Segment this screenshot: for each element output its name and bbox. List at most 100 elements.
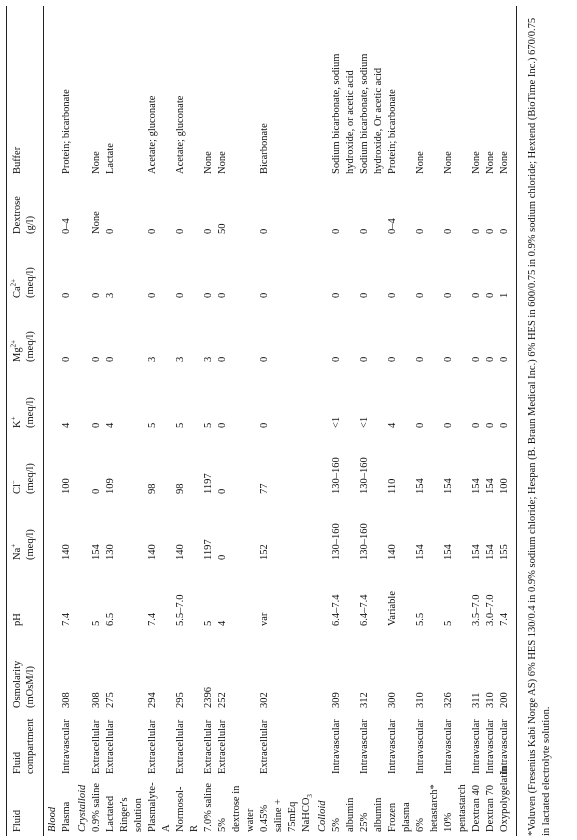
- cell: 154: [485, 478, 496, 494]
- data-row: Lactated Ringer's solution Extracellular 2…: [104, 6, 146, 836]
- cell: Intravascular: [443, 719, 454, 774]
- cell: 0: [499, 422, 510, 428]
- cell: 0: [485, 228, 496, 234]
- section-row: Blood: [44, 6, 61, 836]
- empty-cell: [314, 366, 330, 432]
- data-row: Plasma Intravascular 308 7.4 140 100 4 0 0 0–4 Pro…: [60, 6, 74, 836]
- cell: 154: [471, 478, 482, 494]
- cell: 0: [499, 228, 510, 234]
- header-text: Fluid: [12, 809, 23, 832]
- column-header: Na+ (meq/l): [7, 498, 44, 564]
- cell: 3: [175, 356, 186, 362]
- cell: 0: [91, 488, 102, 494]
- cell: Extracellular: [175, 719, 186, 774]
- cell: 0: [387, 292, 398, 298]
- cell: 130: [105, 544, 116, 560]
- cell: Extracellular: [203, 719, 214, 774]
- data-row: 10% pentastarch Intravascular 326 5 154 154 0 0…: [442, 6, 470, 836]
- cell: 0: [359, 292, 370, 298]
- column-header: Fluid compartment: [7, 712, 44, 778]
- cell: 5% dextrose in water: [217, 785, 256, 832]
- cell: 0: [499, 356, 510, 362]
- header-unit: (meq/l): [25, 397, 36, 428]
- empty-cell: [74, 238, 90, 302]
- cell: 0: [415, 292, 426, 298]
- cell: 0: [471, 356, 482, 362]
- cell: var: [259, 612, 270, 626]
- cell: Sodium bicarbonate, sodium hydroxide, Or…: [359, 53, 384, 174]
- cell: 0: [91, 356, 102, 362]
- cell: 0: [415, 356, 426, 362]
- cell: 0: [443, 422, 454, 428]
- empty-cell: [314, 302, 330, 366]
- header-sup: 2+: [9, 278, 18, 287]
- cell: 0: [61, 292, 72, 298]
- header-text: Fluid compartment: [12, 718, 36, 774]
- section-row: Colloid: [314, 6, 330, 836]
- cell: 252: [217, 692, 228, 708]
- cell: Intravascular: [387, 719, 398, 774]
- header-text: Cl: [12, 484, 23, 494]
- cell: Plasma: [61, 801, 72, 832]
- header-unit: (meq/l): [25, 267, 36, 298]
- header-unit: (meq/l): [25, 331, 36, 362]
- cell: 3.5–7.0: [471, 594, 482, 627]
- cell: 100: [61, 478, 72, 494]
- cell: None: [91, 151, 102, 174]
- cell: 0: [259, 356, 270, 362]
- cell: Plasmalyte-A: [147, 782, 172, 832]
- header-sup: +: [9, 543, 18, 548]
- cell: 0: [147, 292, 158, 298]
- cell: 5: [91, 620, 102, 626]
- table-body: Blood Plasma Intravascular 308 7.4 140 100 4 0 0 0…: [44, 6, 517, 836]
- data-row: 6% hetastarch* Intravascular 310 5.5 154 154 0…: [414, 6, 442, 836]
- cell: 0: [217, 554, 228, 560]
- cell: 154: [91, 544, 102, 560]
- empty-cell: [44, 366, 61, 432]
- empty-cell: [74, 302, 90, 366]
- cell: Acetate; gluconate: [147, 95, 158, 174]
- cell-sub: 3: [306, 794, 315, 798]
- header-unit: (mOsM/l): [25, 666, 36, 708]
- cell: 0: [331, 356, 342, 362]
- cell: 10% pentastarch: [443, 784, 468, 832]
- cell: 5: [175, 422, 186, 428]
- cell: 0: [217, 292, 228, 298]
- fluid-table: Fluid Fluid compartment Osmolarity (mOsM/l)…: [6, 6, 517, 836]
- cell: 3: [105, 292, 116, 298]
- header-text: Mg: [12, 347, 23, 362]
- header-sup: −: [9, 480, 18, 485]
- empty-cell: [74, 630, 90, 712]
- cell: 6.4–7.4: [331, 594, 342, 627]
- cell: 310: [485, 692, 496, 708]
- empty-cell: [314, 6, 330, 178]
- cell: 3: [147, 356, 158, 362]
- header-unit: (meq/l): [25, 529, 36, 560]
- cell: 0: [471, 228, 482, 234]
- column-header: Cl− (meq/l): [7, 432, 44, 498]
- cell: None: [415, 151, 426, 174]
- cell: Sodium bicarbonate, sodium hydroxide, or…: [331, 53, 356, 174]
- cell: 4: [105, 422, 116, 428]
- header-text: Na: [12, 547, 23, 560]
- empty-cell: [74, 712, 90, 778]
- cell: Extracellular: [217, 719, 228, 774]
- data-row: Dextran 40 Intravascular 311 3.5–7.0 154 154 0…: [470, 6, 484, 836]
- cell: 7.4: [147, 612, 158, 626]
- empty-cell: [74, 178, 90, 238]
- cell: 0: [259, 228, 270, 234]
- cell: 294: [147, 692, 158, 708]
- cell: 130–160: [359, 523, 370, 560]
- header-unit: (g/l): [25, 215, 36, 234]
- cell: 0: [203, 292, 214, 298]
- cell: 0: [259, 292, 270, 298]
- cell: Intravascular: [359, 719, 370, 774]
- cell: Variable: [387, 591, 398, 626]
- cell: Intravascular: [61, 719, 72, 774]
- cell: 5: [147, 422, 158, 428]
- cell: 0: [331, 292, 342, 298]
- cell: 5.5: [415, 612, 426, 626]
- cell: 0: [387, 356, 398, 362]
- cell: 3: [203, 356, 214, 362]
- cell: 5: [203, 620, 214, 626]
